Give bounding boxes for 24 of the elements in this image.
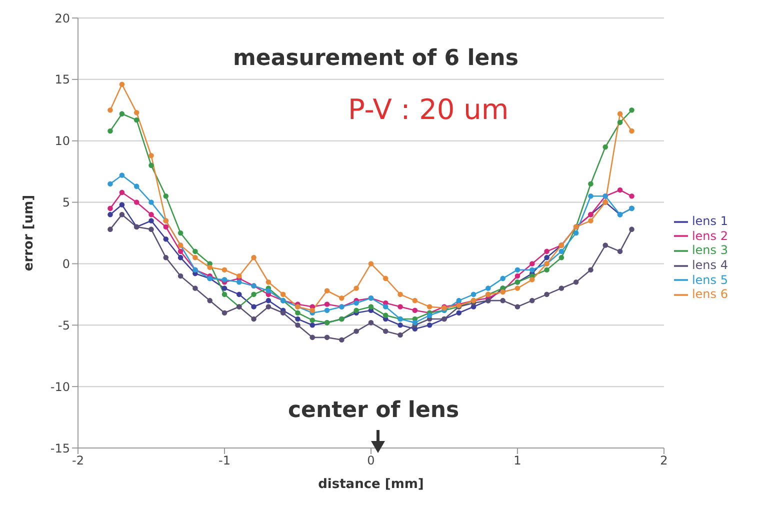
x-tick-label: 1	[514, 454, 522, 468]
x-tick-label: 2	[660, 454, 668, 468]
legend-label: lens 5	[692, 272, 728, 287]
legend-label: lens 6	[692, 287, 728, 302]
y-tick-label: -15	[50, 441, 70, 456]
x-tick-label: 0	[367, 454, 375, 468]
annotation: P-V : 20 um	[348, 93, 509, 126]
y-tick-label: 10	[54, 134, 70, 148]
x-axis-title: distance [mm]	[318, 477, 424, 492]
y-tick-label: -5	[58, 318, 70, 332]
x-tick-label: -2	[72, 454, 84, 468]
x-tick-label: -1	[218, 454, 230, 468]
y-tick-label: 15	[54, 72, 70, 87]
legend-label: lens 1	[692, 214, 728, 228]
y-tick-label: 5	[62, 196, 70, 210]
legend-label: lens 3	[692, 243, 728, 258]
legend-label: lens 2	[692, 228, 728, 243]
annotation: measurement of 6 lens	[233, 46, 518, 71]
legend-label: lens 4	[692, 258, 728, 272]
y-axis-title: error [um]	[22, 194, 37, 272]
y-tick-label: 20	[54, 11, 70, 26]
annotation: center of lens	[288, 398, 460, 423]
y-tick-label: 0	[62, 256, 70, 271]
y-tick-label: -10	[50, 380, 70, 394]
